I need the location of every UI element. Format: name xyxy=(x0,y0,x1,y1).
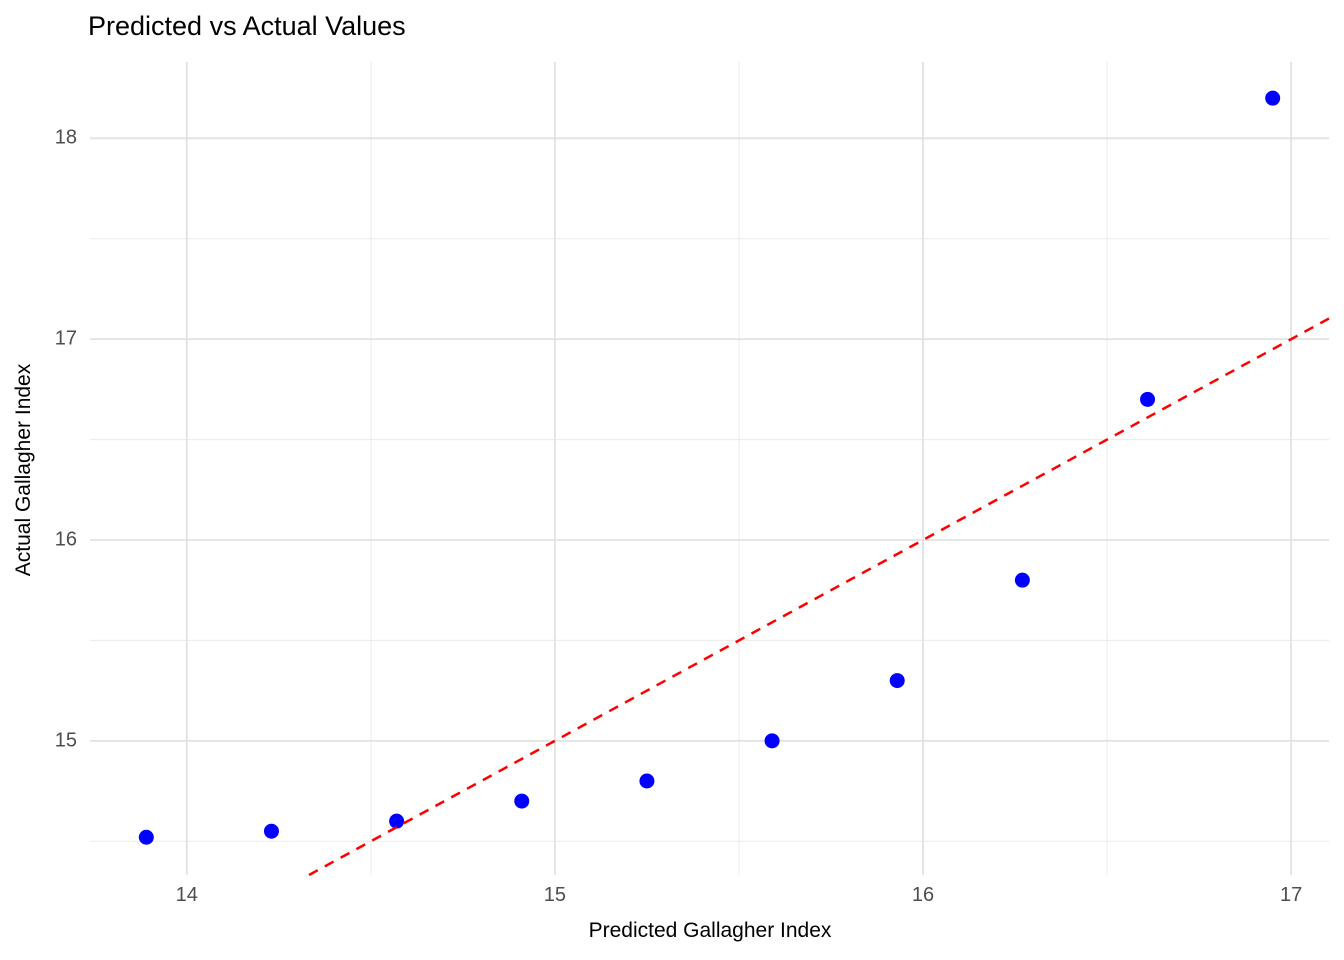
x-axis-tick-label: 16 xyxy=(911,884,935,906)
x-axis-title: Predicted Gallagher Index xyxy=(588,919,832,942)
data-point xyxy=(1140,391,1156,407)
data-point xyxy=(639,773,655,789)
data-point xyxy=(389,813,405,829)
x-axis-tick-label: 17 xyxy=(1279,884,1303,906)
data-point xyxy=(1014,572,1030,588)
data-point xyxy=(263,823,279,839)
x-axis-tick-label: 14 xyxy=(175,884,198,906)
y-axis-tick-label: 17 xyxy=(54,327,77,350)
data-point xyxy=(889,673,905,689)
x-axis-tick-label: 15 xyxy=(543,884,567,906)
data-point xyxy=(1265,90,1281,106)
identity-dashed-line xyxy=(308,317,1330,877)
data-point xyxy=(138,829,154,845)
data-point xyxy=(514,793,530,809)
y-axis-tick-label: 16 xyxy=(54,528,77,551)
y-axis-title: Actual Gallagher Index xyxy=(12,363,35,577)
y-axis-tick-label: 18 xyxy=(54,126,77,149)
chart-title: Predicted vs Actual Values xyxy=(88,11,406,41)
y-axis-tick-label: 15 xyxy=(54,729,77,752)
data-point xyxy=(764,733,780,749)
